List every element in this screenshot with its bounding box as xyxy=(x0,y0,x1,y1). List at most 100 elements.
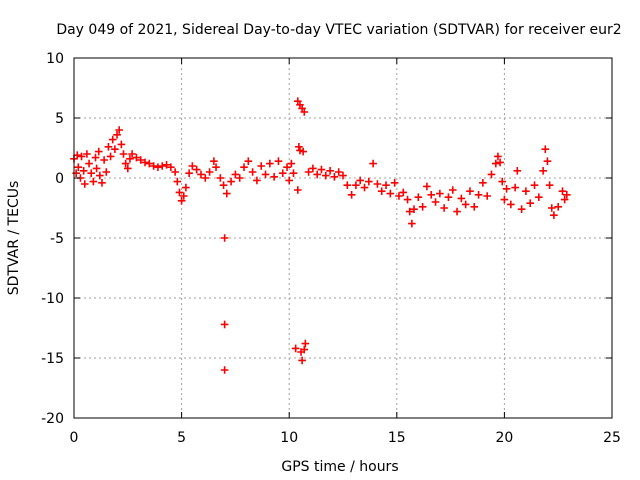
data-point xyxy=(373,180,382,188)
data-point xyxy=(444,193,453,201)
data-point xyxy=(106,152,115,161)
data-point xyxy=(212,163,220,171)
data-point xyxy=(453,207,461,216)
data-point xyxy=(219,181,228,189)
data-point xyxy=(175,188,184,197)
data-point xyxy=(317,165,326,174)
data-point xyxy=(498,177,507,186)
data-point xyxy=(248,168,257,176)
data-point xyxy=(98,179,106,187)
data-point xyxy=(507,200,515,209)
data-point xyxy=(436,189,444,198)
data-point xyxy=(96,171,104,180)
data-point xyxy=(543,157,552,165)
y-tick-label: -10 xyxy=(41,291,64,307)
data-point xyxy=(326,167,334,175)
data-point xyxy=(74,163,83,171)
data-point xyxy=(124,164,132,173)
data-point xyxy=(513,167,522,175)
data-point xyxy=(296,146,304,155)
data-point xyxy=(418,203,427,211)
x-tick-label: 10 xyxy=(280,430,298,446)
grid xyxy=(74,58,612,418)
data-point xyxy=(274,157,283,165)
data-point xyxy=(414,193,423,201)
data-point xyxy=(550,211,558,219)
data-point xyxy=(222,189,231,198)
data-point xyxy=(517,205,526,213)
data-point xyxy=(285,176,293,185)
data-point xyxy=(104,143,113,151)
data-point xyxy=(257,162,266,170)
data-point xyxy=(365,177,373,186)
data-point xyxy=(167,163,175,171)
data-point xyxy=(405,207,414,216)
data-point xyxy=(558,187,567,195)
data-point xyxy=(339,171,347,180)
data-point xyxy=(216,174,225,182)
data-point xyxy=(173,177,182,186)
data-point xyxy=(466,187,474,195)
data-point xyxy=(431,198,440,206)
data-point xyxy=(289,169,298,177)
data-point xyxy=(352,181,360,189)
data-point xyxy=(487,170,496,179)
data-point xyxy=(343,181,352,189)
data-point xyxy=(511,183,519,192)
data-point xyxy=(294,186,302,194)
data-point xyxy=(73,151,82,159)
x-axis-label: GPS time / hours xyxy=(281,459,398,475)
data-point xyxy=(235,174,244,182)
data-point xyxy=(356,176,365,185)
data-point xyxy=(535,193,543,201)
data-point xyxy=(91,153,100,162)
data-point xyxy=(347,191,356,199)
data-point xyxy=(423,182,431,191)
data-point xyxy=(330,173,339,181)
data-point xyxy=(554,203,562,211)
data-point xyxy=(128,150,136,158)
data-point xyxy=(563,191,571,199)
data-point xyxy=(102,168,111,176)
data-point xyxy=(115,126,123,134)
data-point xyxy=(119,150,128,158)
data-point xyxy=(89,177,98,186)
data-point xyxy=(85,159,93,168)
data-point xyxy=(179,192,188,200)
data-point xyxy=(483,192,491,200)
data-point xyxy=(121,159,130,168)
data-point xyxy=(470,203,479,211)
data-point xyxy=(94,147,103,156)
data-point xyxy=(231,170,240,179)
data-point xyxy=(461,200,470,209)
data-point xyxy=(83,150,91,158)
data-point xyxy=(502,185,511,193)
data-point xyxy=(526,199,535,207)
data-point xyxy=(111,145,119,153)
x-tick-label: 15 xyxy=(388,430,406,446)
data-point xyxy=(539,167,547,175)
data-point xyxy=(77,152,86,161)
data-point xyxy=(205,168,214,176)
data-point xyxy=(304,168,313,176)
data-point xyxy=(298,356,306,365)
data-point xyxy=(188,162,197,170)
data-point xyxy=(270,173,278,181)
data-point xyxy=(117,140,126,149)
data-point xyxy=(522,187,530,195)
y-tick-label: -20 xyxy=(41,411,64,427)
x-axis: 0 5 10 15 20 25 xyxy=(70,58,621,446)
data-point xyxy=(494,152,502,161)
data-point xyxy=(108,135,117,144)
data-point xyxy=(141,158,149,167)
data-point xyxy=(227,177,235,186)
data-point xyxy=(547,204,556,212)
data-point xyxy=(185,169,193,177)
data-point xyxy=(244,157,253,165)
data-point xyxy=(240,163,248,171)
y-tick-label: -5 xyxy=(50,231,64,247)
data-point xyxy=(220,234,229,242)
data-point xyxy=(369,159,377,168)
data-point xyxy=(162,161,171,169)
data-point xyxy=(390,179,399,187)
